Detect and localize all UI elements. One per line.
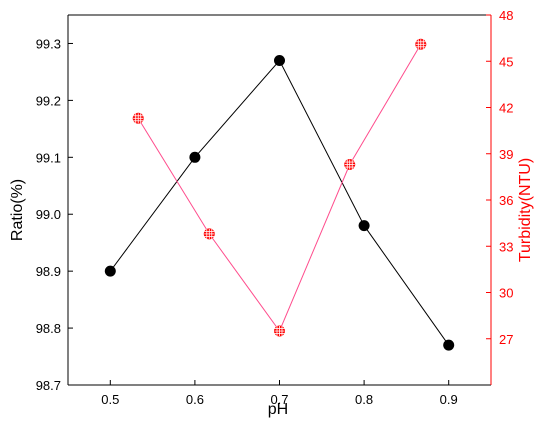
ticks: 0.5 0.6 0.7 0.8 0.9 98.7 98.8 98.9 99.0 99.1 99.2 9…	[36, 8, 514, 407]
series-0-point	[443, 339, 455, 351]
y-axis-left-title: Ratio(%)	[9, 179, 26, 241]
y-axis-right-title: Turbidity(NTU)	[517, 158, 534, 262]
series-0-line	[109, 59, 450, 346]
series-1-point	[203, 228, 215, 240]
x-tick-label: 0.8	[355, 392, 373, 407]
series-1-point	[274, 325, 285, 337]
y-right-tick-label: 36	[499, 193, 513, 208]
series-0-point	[358, 220, 370, 232]
x-tick-label: 0.5	[101, 392, 119, 407]
y-right-tick-label: 27	[499, 332, 513, 347]
x-tick-label: 0.7	[270, 392, 288, 407]
y-left-tick-label: 99.1	[36, 150, 61, 165]
series-1-point	[415, 38, 427, 50]
series-0-point	[104, 265, 116, 277]
x-axis-title: pH	[268, 401, 288, 418]
series-1-point	[132, 112, 144, 124]
series-0-point	[189, 151, 201, 163]
series	[104, 38, 455, 351]
series-0-point	[274, 55, 285, 67]
x-tick-label: 0.6	[186, 392, 204, 407]
y-right-tick-label: 39	[499, 147, 513, 162]
series-1-line	[137, 44, 422, 333]
y-right-tick-label: 45	[499, 54, 513, 69]
y-right-tick-label: 33	[499, 239, 513, 254]
y-right-tick-label: 30	[499, 286, 513, 301]
y-left-tick-label: 99.2	[36, 93, 61, 108]
y-right-tick-label: 48	[499, 8, 513, 23]
plot-frame	[67, 14, 492, 386]
y-left-tick-label: 99.3	[36, 36, 61, 51]
y-right-tick-label: 42	[499, 101, 513, 116]
y-left-tick-label: 98.8	[36, 321, 61, 336]
y-left-tick-label: 98.9	[36, 264, 61, 279]
x-tick-label: 0.9	[440, 392, 458, 407]
y-left-tick-label: 98.7	[36, 378, 61, 393]
series-1-point	[344, 159, 356, 171]
y-left-tick-label: 99.0	[36, 207, 61, 222]
